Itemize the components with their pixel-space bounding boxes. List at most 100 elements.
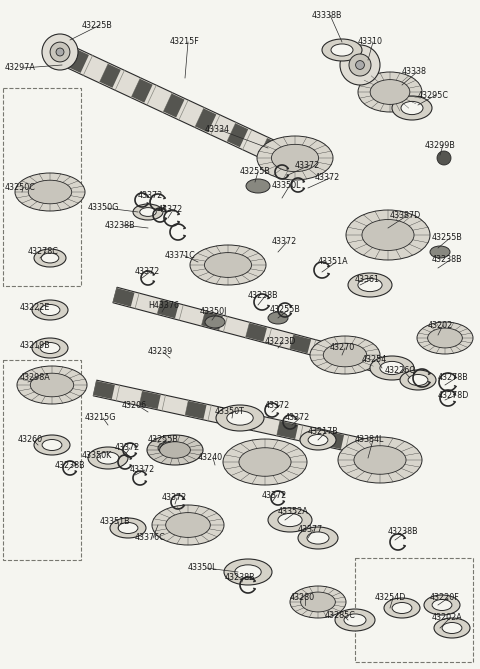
Ellipse shape	[370, 356, 414, 380]
Ellipse shape	[424, 595, 460, 615]
Ellipse shape	[307, 532, 329, 544]
Text: 43215G: 43215G	[85, 413, 117, 423]
Polygon shape	[202, 311, 223, 330]
Ellipse shape	[158, 442, 178, 454]
Ellipse shape	[272, 145, 319, 172]
Text: H43376: H43376	[148, 300, 179, 310]
Text: 43215F: 43215F	[170, 37, 200, 47]
Text: 43372: 43372	[158, 205, 183, 215]
Text: 43278C: 43278C	[28, 248, 59, 256]
Text: 43350L: 43350L	[272, 181, 301, 189]
Circle shape	[42, 34, 78, 70]
Text: 43350L: 43350L	[188, 563, 217, 573]
Ellipse shape	[384, 598, 420, 618]
Text: 43295C: 43295C	[418, 90, 449, 100]
Ellipse shape	[205, 316, 225, 328]
Bar	[3, 360, 81, 560]
Ellipse shape	[335, 609, 375, 631]
Ellipse shape	[346, 210, 430, 260]
Ellipse shape	[28, 180, 72, 204]
Text: 43223D: 43223D	[265, 337, 296, 347]
Text: 43278D: 43278D	[438, 391, 469, 399]
Text: 43372: 43372	[285, 413, 310, 423]
Ellipse shape	[442, 622, 462, 634]
Polygon shape	[132, 79, 153, 102]
Ellipse shape	[40, 304, 60, 316]
Ellipse shape	[344, 614, 366, 626]
Ellipse shape	[370, 80, 410, 104]
Ellipse shape	[204, 253, 252, 278]
Circle shape	[437, 151, 451, 165]
Polygon shape	[323, 431, 344, 449]
Ellipse shape	[278, 513, 302, 527]
Polygon shape	[246, 323, 267, 342]
Text: 43372: 43372	[265, 401, 290, 409]
Text: 43350T: 43350T	[215, 407, 245, 417]
Ellipse shape	[34, 249, 66, 267]
Text: 43220F: 43220F	[430, 593, 460, 603]
Ellipse shape	[401, 102, 423, 114]
Polygon shape	[68, 49, 89, 73]
Text: 43239: 43239	[148, 347, 173, 357]
Ellipse shape	[322, 39, 362, 61]
Text: 43387D: 43387D	[390, 211, 421, 219]
Ellipse shape	[133, 204, 163, 220]
Ellipse shape	[152, 505, 224, 545]
Ellipse shape	[42, 440, 62, 450]
Text: 43351A: 43351A	[318, 258, 348, 266]
Ellipse shape	[40, 343, 60, 353]
Ellipse shape	[417, 322, 473, 354]
Ellipse shape	[380, 361, 404, 375]
Ellipse shape	[268, 508, 312, 532]
Polygon shape	[195, 108, 216, 132]
Ellipse shape	[268, 312, 288, 324]
Text: 43254D: 43254D	[375, 593, 407, 603]
Ellipse shape	[358, 72, 422, 112]
Ellipse shape	[159, 442, 191, 458]
Text: 43372: 43372	[138, 191, 163, 199]
Polygon shape	[185, 401, 206, 419]
Ellipse shape	[88, 447, 128, 469]
Polygon shape	[67, 48, 300, 172]
Ellipse shape	[166, 512, 210, 537]
Ellipse shape	[140, 207, 156, 216]
Polygon shape	[259, 138, 280, 162]
Text: 43384L: 43384L	[355, 436, 384, 444]
Ellipse shape	[434, 618, 470, 638]
Ellipse shape	[428, 328, 462, 348]
Text: 43351B: 43351B	[100, 518, 131, 527]
Text: 43350J: 43350J	[200, 308, 228, 316]
Text: 43240: 43240	[198, 454, 223, 462]
Text: 43255B: 43255B	[240, 167, 271, 177]
Polygon shape	[227, 123, 248, 147]
Ellipse shape	[257, 136, 333, 180]
Ellipse shape	[354, 446, 406, 474]
Text: 43238B: 43238B	[248, 290, 278, 300]
Polygon shape	[113, 288, 134, 306]
Text: 43297A: 43297A	[5, 64, 36, 72]
Ellipse shape	[224, 559, 272, 585]
Circle shape	[349, 54, 371, 76]
Text: 43334: 43334	[205, 126, 230, 134]
Polygon shape	[113, 287, 382, 373]
Ellipse shape	[32, 338, 68, 358]
Ellipse shape	[41, 253, 59, 263]
Ellipse shape	[216, 405, 264, 431]
Text: 43372: 43372	[295, 161, 320, 169]
Text: 43238B: 43238B	[225, 573, 256, 583]
Polygon shape	[163, 94, 184, 118]
Ellipse shape	[32, 300, 68, 320]
Circle shape	[56, 48, 64, 56]
Text: 43254: 43254	[362, 355, 387, 365]
Ellipse shape	[392, 96, 432, 120]
Ellipse shape	[298, 527, 338, 549]
Polygon shape	[290, 334, 311, 353]
Ellipse shape	[17, 366, 87, 404]
Ellipse shape	[34, 435, 70, 455]
Polygon shape	[139, 391, 161, 409]
Text: 43372: 43372	[135, 268, 160, 276]
Text: 43206: 43206	[122, 401, 147, 409]
Text: 43238B: 43238B	[105, 221, 136, 229]
Text: 43372: 43372	[272, 237, 297, 246]
Text: 43260: 43260	[18, 436, 43, 444]
